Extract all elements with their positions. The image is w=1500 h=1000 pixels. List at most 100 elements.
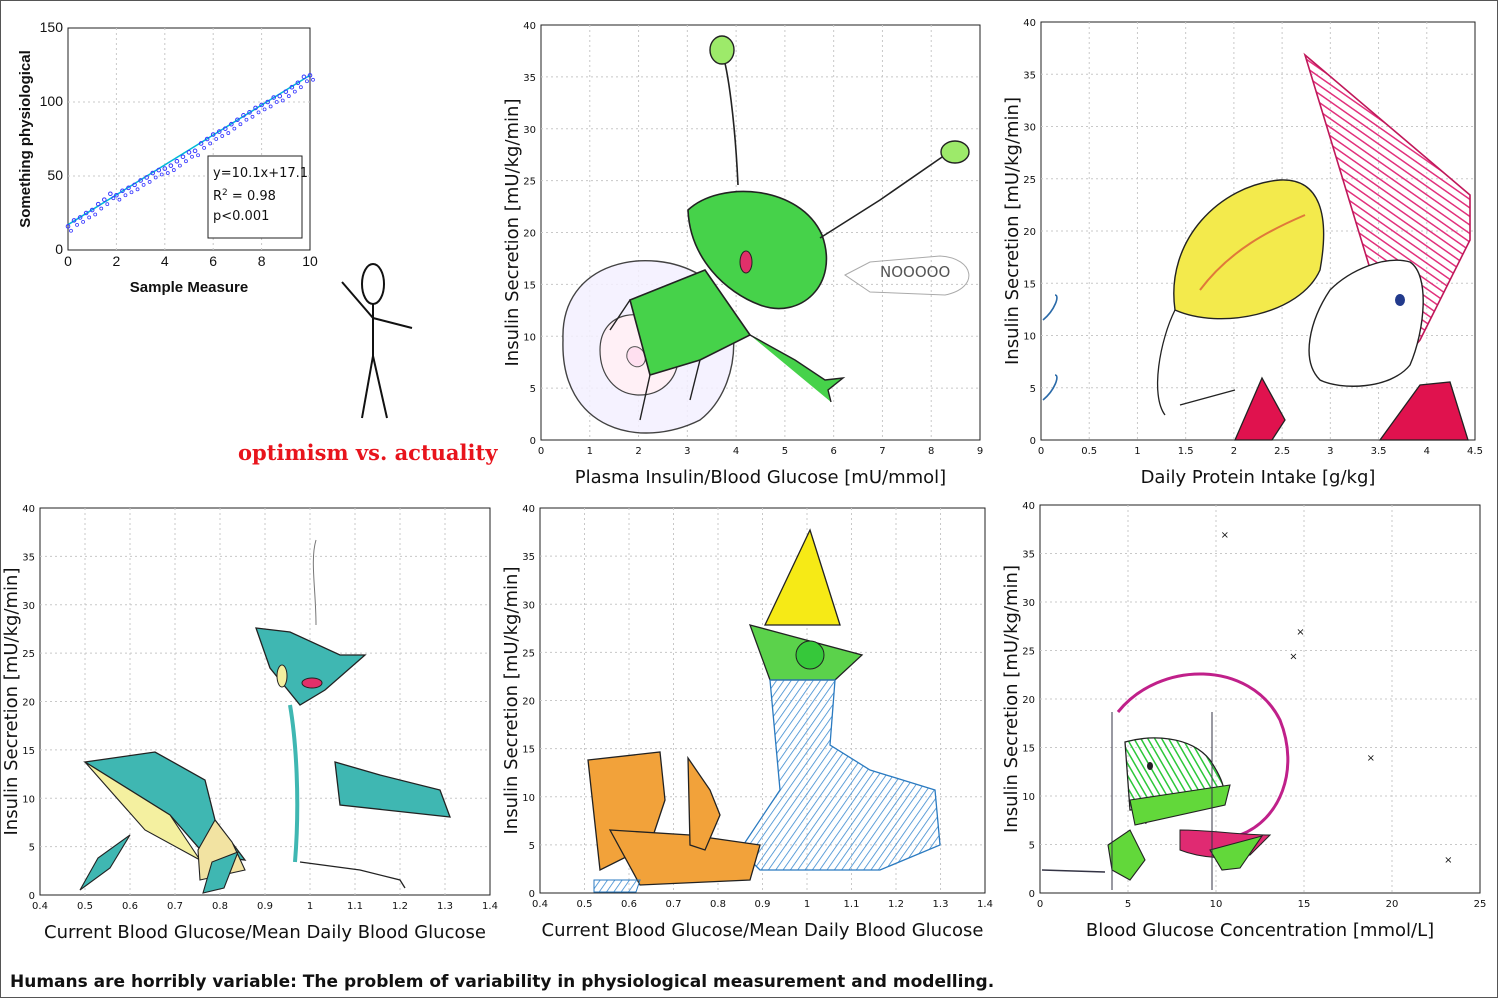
y-tick-label: 5	[1029, 841, 1035, 852]
data-point: ×	[1296, 627, 1304, 638]
x-tick-label: 3	[684, 446, 690, 457]
y-tick-label: 25	[522, 648, 535, 659]
data-point	[184, 159, 188, 164]
y-tick-label: 40	[522, 504, 535, 515]
data-point	[95, 201, 101, 207]
x-tick-label: 0	[1038, 446, 1044, 457]
y-tick-label: 5	[29, 843, 35, 854]
y-tick-label: 20	[1023, 227, 1036, 238]
data-point	[147, 180, 152, 184]
data-point	[214, 137, 219, 141]
y-axis-label: Insulin Secretion [mU/kg/min]	[1002, 97, 1023, 365]
data-point	[174, 158, 180, 164]
data-point	[305, 79, 309, 84]
y-tick-label: 30	[22, 601, 35, 612]
x-tick-label: 4	[733, 446, 739, 457]
data-point	[177, 163, 182, 168]
x-tick-label: 0.4	[532, 899, 548, 910]
x-tick-label: 1.5	[1178, 446, 1194, 457]
stick-figure-icon	[341, 263, 413, 419]
y-tick-label: 30	[523, 125, 536, 136]
x-tick-label: 25	[1474, 899, 1487, 910]
y-tick-label: 10	[22, 794, 35, 805]
chart-glucose-concentration: 0 5 10 15 20 25 0 5 10 15 20 25 30 35 40 Blood Glucose …	[1001, 501, 1486, 941]
x-tick-label: 0.5	[577, 899, 593, 910]
y-tick-label: 40	[523, 21, 536, 32]
data-point	[198, 141, 204, 146]
stats-box	[207, 155, 303, 239]
data-point	[238, 122, 243, 127]
data-point	[180, 154, 186, 160]
data-point	[232, 126, 237, 131]
data-point	[87, 215, 92, 220]
data-point	[89, 207, 95, 213]
data-point	[268, 104, 273, 109]
y-axis-label: Insulin Secretion [mU/kg/min]	[501, 567, 522, 835]
data-point	[298, 85, 303, 90]
y-axis-label: Insulin Secretion [mU/kg/min]	[502, 99, 523, 367]
data-point	[186, 150, 192, 155]
data-point	[311, 77, 315, 82]
x-tick-label: 7	[879, 446, 885, 457]
stats-p-value: p<0.001	[213, 209, 269, 224]
x-axis-label: Current Blood Glucose/Mean Daily Blood G…	[44, 922, 486, 943]
x-tick-label: 0.6	[122, 901, 138, 912]
data-point	[168, 163, 174, 168]
x-tick-label: 1	[804, 899, 810, 910]
y-tick-label: 20	[522, 697, 535, 708]
data-point	[141, 182, 146, 187]
x-tick-label: 10	[1210, 899, 1223, 910]
x-tick-label: 1	[307, 901, 313, 912]
x-tick-label: 6	[209, 253, 217, 269]
data-point	[144, 175, 149, 180]
data-point	[259, 102, 264, 108]
data-point	[210, 132, 216, 137]
y-tick-label: 20	[1022, 695, 1035, 706]
y-tick-label: 5	[529, 841, 535, 852]
y-tick-label: 5	[1030, 384, 1036, 395]
data-point	[292, 89, 297, 94]
data-point	[108, 191, 113, 197]
x-tick-label: 5	[782, 446, 788, 457]
data-point	[277, 93, 283, 99]
y-axis-label: Something physiological	[17, 50, 34, 228]
y-tick-label: 25	[1023, 175, 1036, 186]
stats-equation: y=10.1x+17.1	[213, 166, 308, 181]
data-point	[150, 170, 155, 176]
x-tick-label: 8	[928, 446, 934, 457]
y-tick-label: 35	[522, 552, 535, 563]
x-tick-label: 2	[635, 446, 641, 457]
data-point	[138, 178, 143, 183]
x-axis-label: Plasma Insulin/Blood Glucose [mU/mmol]	[575, 467, 946, 488]
y-tick-label: 150	[40, 19, 64, 35]
x-tick-label: 0.5	[77, 901, 93, 912]
x-tick-label: 2	[1231, 446, 1237, 457]
x-tick-label: 0.5	[1081, 446, 1097, 457]
data-point	[75, 222, 79, 227]
x-tick-label: 1.3	[437, 901, 453, 912]
y-tick-label: 40	[1022, 501, 1035, 512]
y-tick-label: 35	[1022, 550, 1035, 561]
y-tick-label: 0	[1030, 436, 1036, 447]
x-tick-label: 4	[161, 253, 169, 269]
speech-bubble-text: NOOOOO	[880, 263, 950, 281]
data-point	[190, 154, 194, 159]
data-point	[216, 129, 222, 134]
y-tick-label: 10	[522, 793, 535, 804]
data-point	[83, 210, 89, 216]
data-point	[93, 212, 98, 217]
doodle-punk-face	[1042, 52, 1471, 441]
y-tick-label: 50	[47, 167, 63, 183]
x-axis-label: Sample Measure	[130, 279, 248, 296]
data-point	[162, 166, 168, 171]
data-point	[123, 193, 128, 198]
data-point	[165, 171, 170, 175]
data-point	[117, 197, 122, 202]
x-tick-label: 0.4	[32, 901, 48, 912]
data-point	[71, 218, 77, 223]
y-tick-label: 0	[530, 436, 536, 447]
y-tick-label: 30	[522, 600, 535, 611]
x-tick-label: 0.9	[755, 899, 771, 910]
data-point	[202, 145, 207, 150]
